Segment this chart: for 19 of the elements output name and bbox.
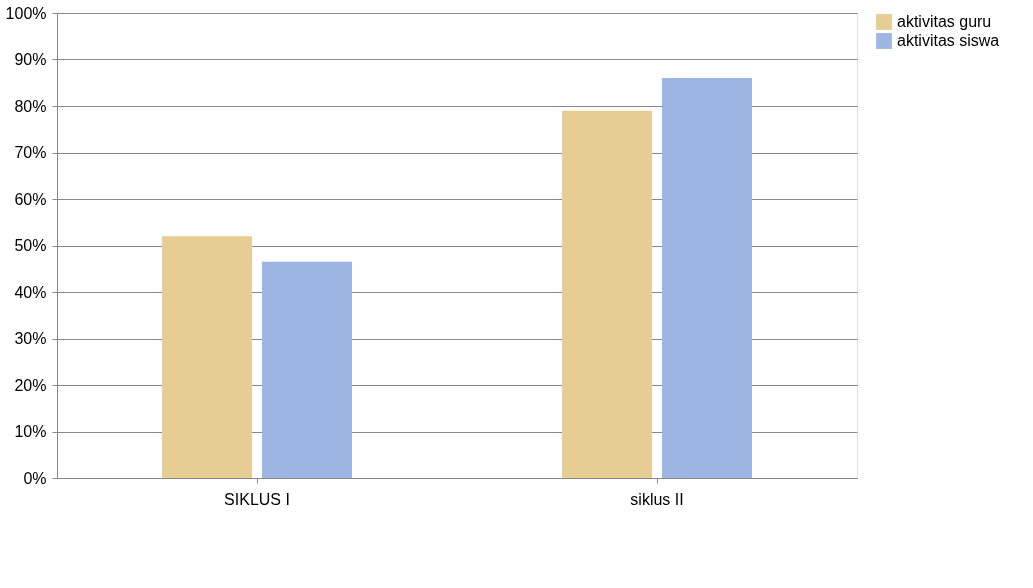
y-tick-label: 90% [14,51,47,68]
bar [162,236,252,478]
legend-label: aktivitas guru [897,13,992,30]
x-tick-label: SIKLUS I [224,490,290,508]
x-tick-label: siklus II [630,490,684,508]
y-tick-label: 100% [5,4,47,22]
y-tick-label: 20% [14,376,47,394]
bar [662,78,752,478]
bar [262,261,352,478]
y-tick-label: 40% [14,283,47,301]
legend-label: aktivitas siswa [897,32,1000,49]
y-tick-label: 50% [14,237,47,254]
bar [562,110,652,478]
y-tick-label: 10% [14,423,47,440]
y-tick-label: 60% [14,190,47,208]
y-tick-label: 30% [14,330,47,347]
y-tick-label: 70% [14,144,47,161]
y-tick-label: 0% [23,469,47,487]
y-tick-label: 80% [14,97,47,115]
